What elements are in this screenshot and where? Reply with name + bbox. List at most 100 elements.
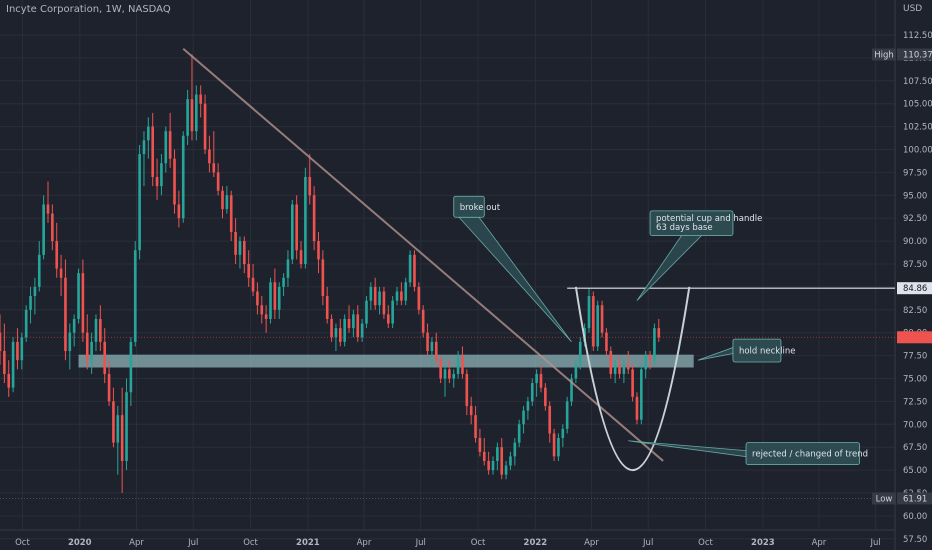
y-tick-label: 87.50 [903,260,927,270]
candle-body [574,364,578,379]
candle-body [234,231,237,255]
candle [517,419,521,448]
candle [103,328,107,384]
candle-body [317,241,320,260]
candle-body [286,259,290,278]
candle [138,144,141,260]
candle-body [77,273,80,319]
price-badge-value: 110.37 [903,51,932,61]
y-tick-label: 72.50 [903,397,927,407]
candle [548,401,552,443]
candle [151,112,155,187]
price-badge-value: 84.86 [903,284,927,294]
price-badge-label: High [874,51,894,61]
candle [430,337,434,365]
candle-body [544,387,547,406]
candle [509,451,512,471]
candle [234,218,237,264]
y-tick-label: 82.50 [903,306,927,316]
candle-body [648,355,652,361]
candle-body [587,296,591,329]
candle [539,364,543,393]
candle [565,396,569,434]
candle [299,241,303,269]
x-tick-label: 2023 [751,538,775,548]
candle [51,204,54,251]
candle [618,355,621,379]
annotation-text: 63 days base [656,223,713,233]
candle-body [181,135,185,219]
candle-body [382,291,386,315]
candle [304,167,307,269]
candle-body [365,300,368,324]
candle [487,451,490,475]
candle [635,392,639,425]
candle-body [129,341,133,393]
candle [600,300,604,338]
candle [186,89,189,145]
candle-body [622,364,626,374]
candle-body [600,305,604,333]
candle-body [177,204,181,219]
candle-body [120,415,124,461]
candle-body [72,318,76,333]
candle [129,337,133,406]
candle-body [203,103,207,150]
candle [596,300,600,352]
candle-body [85,332,89,361]
candle-body [504,465,508,475]
candle [657,318,661,342]
candle-body [452,373,456,379]
candle [277,282,281,319]
cup-curve [574,286,691,472]
candle [356,305,360,342]
candle [208,135,211,173]
last-price-badge [897,331,932,344]
candle [46,181,50,223]
candle-body [229,195,233,232]
y-tick-label: 70.00 [903,420,927,430]
candle-body [404,282,408,301]
neckline-zone [78,354,694,368]
candle [552,428,556,461]
candle-body [522,410,525,425]
candle [592,291,595,352]
candle [238,236,242,269]
candle-body [565,401,569,429]
y-tick-label: 100.00 [903,146,932,156]
candle [343,314,346,347]
candle-body [426,332,429,352]
candle [648,351,652,370]
candle-body [186,99,189,136]
candle-body [605,332,608,352]
candle-body [592,296,595,347]
candle [11,337,15,393]
candle-body [400,291,403,301]
candle-body [496,447,499,461]
candle-body [133,250,137,342]
candle [16,328,19,370]
candle-body [277,286,281,310]
candle [195,85,198,141]
candle-body [125,392,128,461]
x-tick-label: Jul [870,538,881,548]
x-tick-label: Jul [187,538,198,548]
candle [37,241,41,292]
candle [535,369,538,397]
candle [199,85,202,118]
candle [631,364,634,402]
price-badge-label-bg [872,48,896,61]
candle [417,282,421,315]
candle [286,250,290,287]
candle [125,378,128,471]
candle [644,351,648,379]
candle [160,154,163,196]
candle-body [570,378,573,402]
candle-body [578,341,582,365]
candle-body [295,204,298,251]
candle-body [635,396,639,420]
candle [225,186,229,214]
candle-body [7,373,11,388]
candle [408,250,412,287]
